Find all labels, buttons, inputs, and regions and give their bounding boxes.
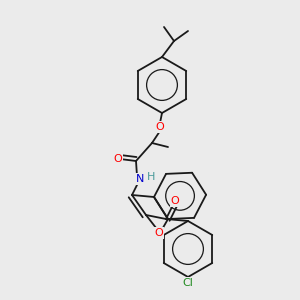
Text: O: O (114, 154, 122, 164)
Text: N: N (136, 174, 144, 184)
Text: O: O (156, 122, 164, 132)
Text: Cl: Cl (183, 278, 194, 288)
Text: O: O (154, 228, 164, 238)
Text: H: H (147, 172, 155, 182)
Text: O: O (171, 196, 179, 206)
